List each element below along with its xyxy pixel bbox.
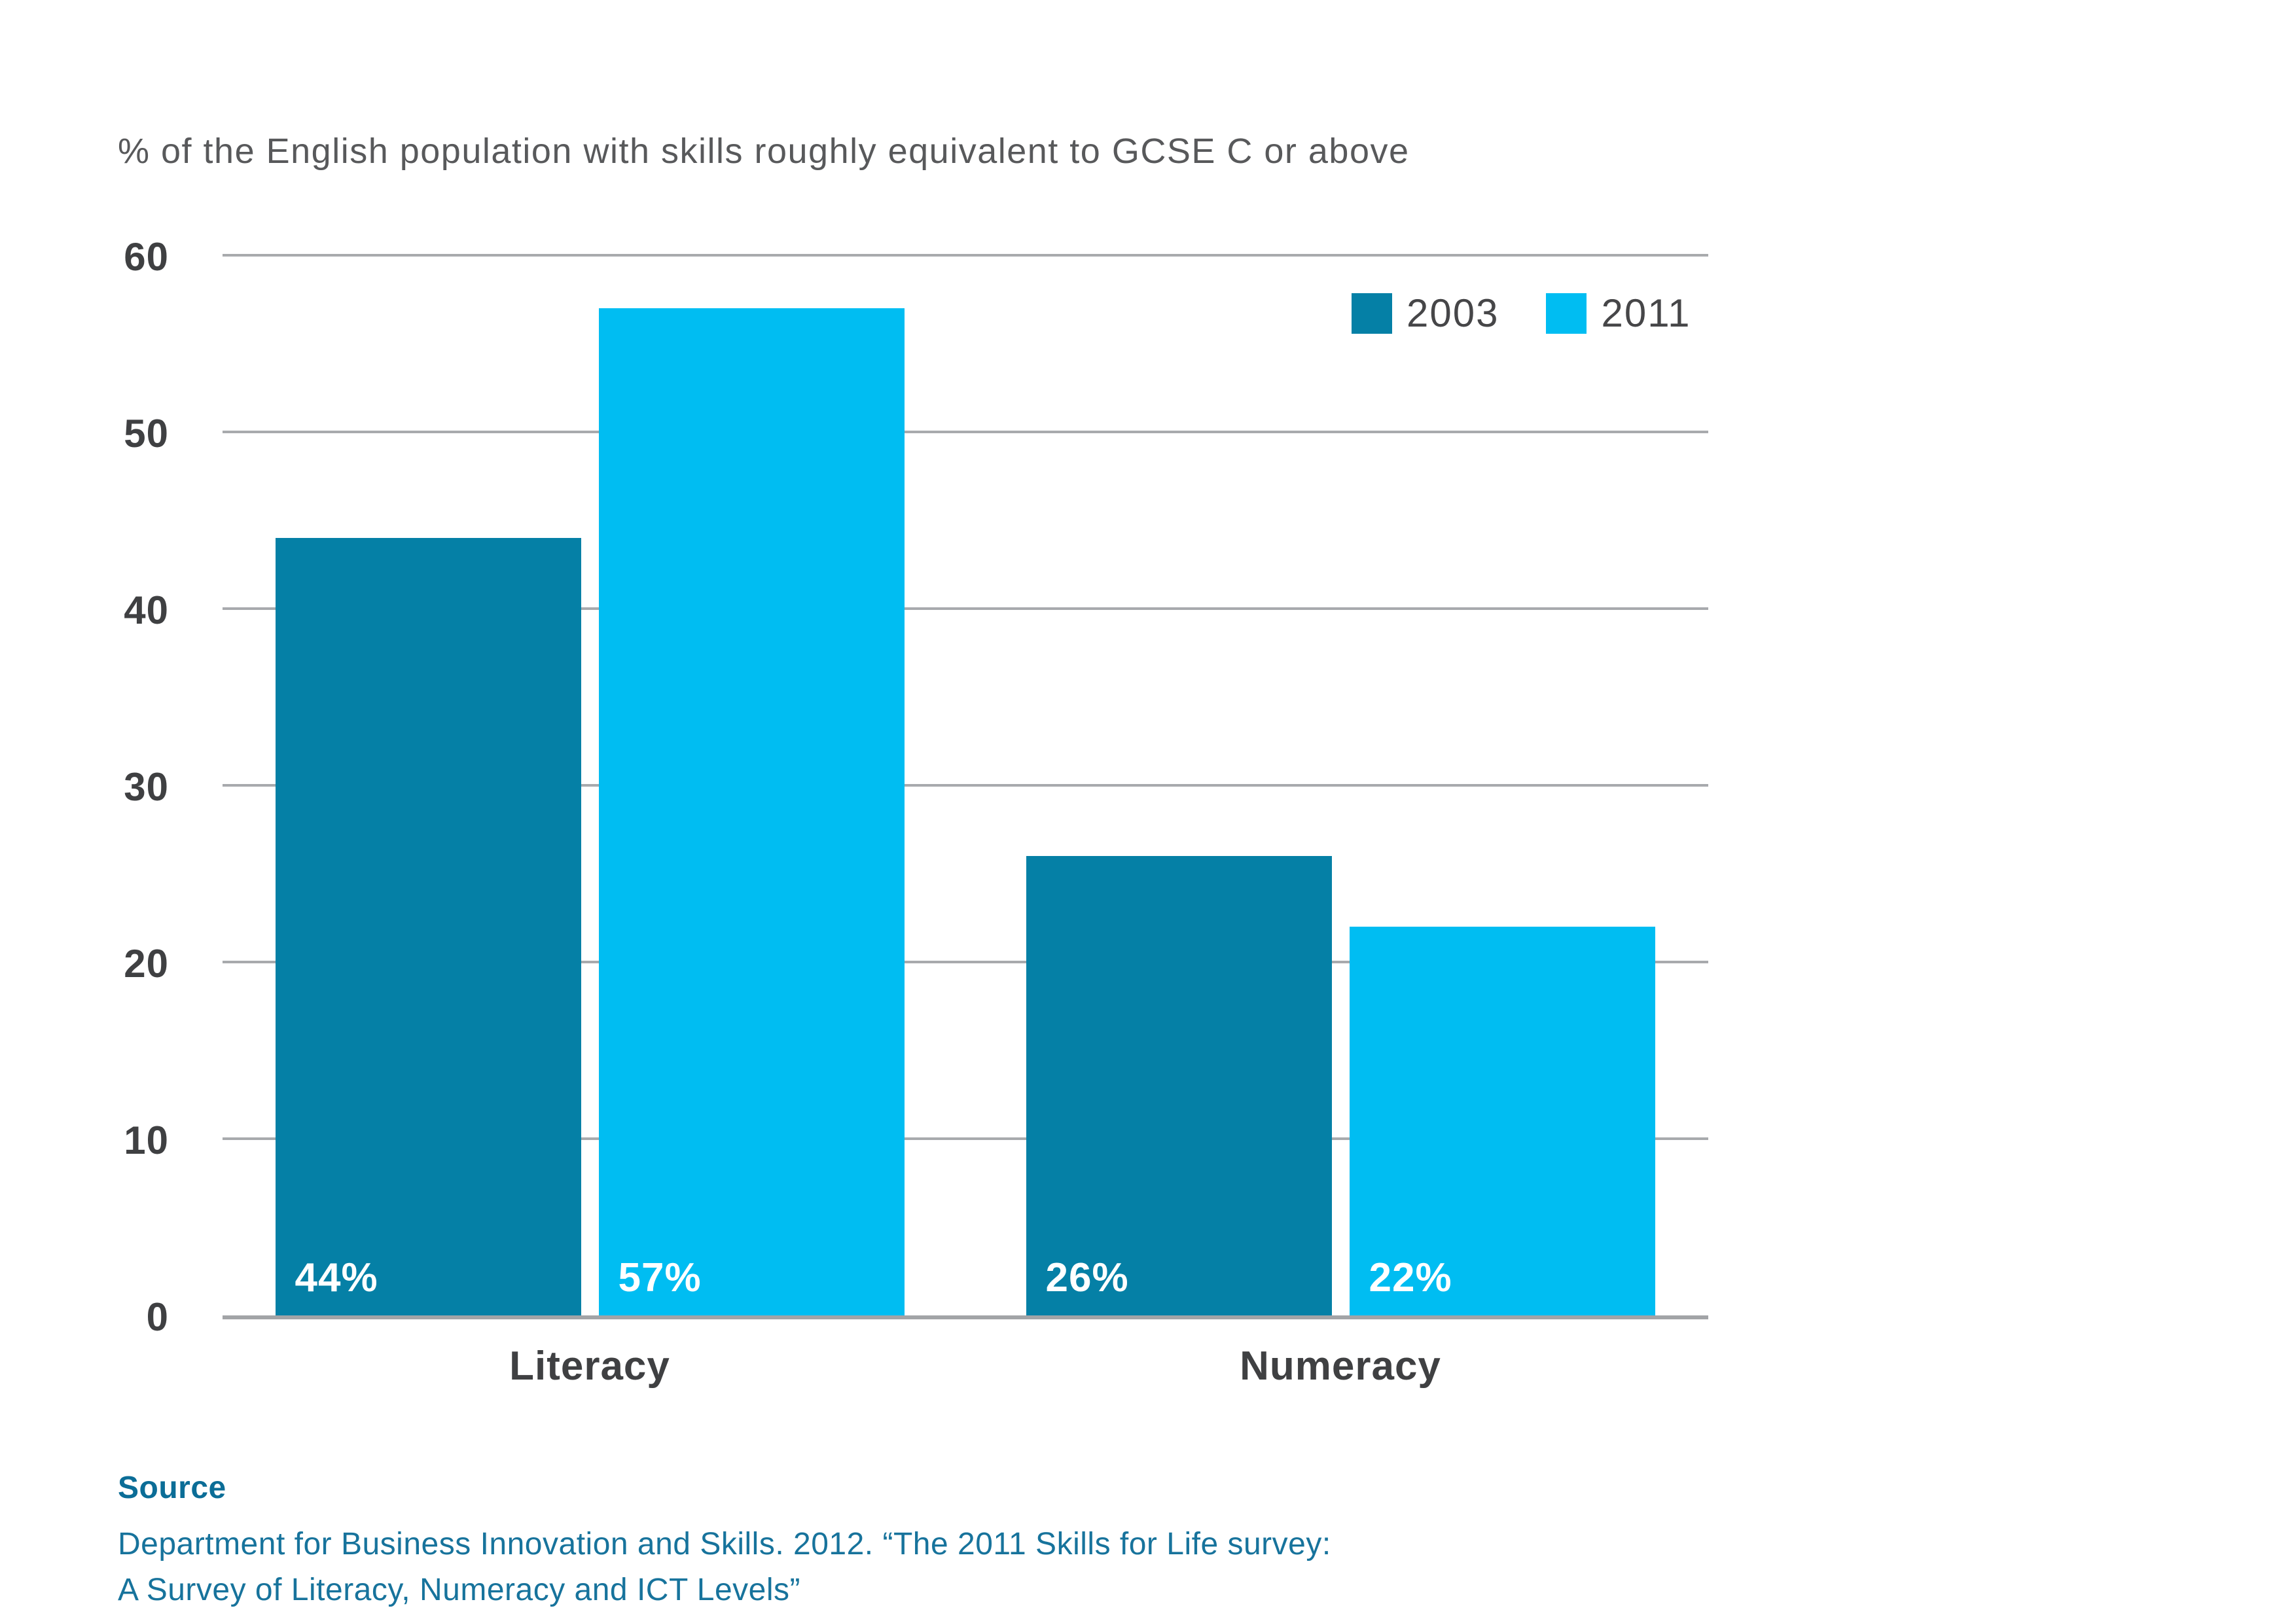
source-heading: Source: [118, 1471, 226, 1505]
source-line-1: Department for Business Innovation and S…: [118, 1527, 1331, 1561]
bar-value-numeracy-2003: 26%: [1045, 1255, 1129, 1300]
legend-swatch-2003: [1352, 293, 1392, 334]
bar-numeracy-2011: 22%: [1349, 927, 1655, 1315]
y-tick-label-10: 10: [124, 1118, 169, 1162]
bar-literacy-2011: 57%: [598, 308, 905, 1315]
chart-title: % of the English population with skills …: [118, 132, 1410, 171]
gridline-40: [223, 607, 1708, 610]
legend-item-2003: 2003: [1352, 291, 1499, 336]
legend-label-2003: 2003: [1407, 291, 1499, 335]
y-tick-label-30: 30: [124, 765, 169, 809]
bar-value-literacy-2003: 44%: [295, 1255, 378, 1300]
bar-value-numeracy-2011: 22%: [1369, 1255, 1452, 1300]
gridline-30: [223, 784, 1708, 787]
gridline-20: [223, 961, 1708, 963]
y-tick-label-50: 50: [124, 412, 169, 455]
y-tick-label-60: 60: [124, 235, 169, 279]
chart-legend: 2003 2011: [1352, 291, 1691, 336]
y-tick-label-20: 20: [124, 942, 169, 986]
y-tick-label-0: 0: [146, 1295, 169, 1339]
x-axis-line: [223, 1315, 1708, 1319]
source-block: Source Department for Business Innovatio…: [118, 1470, 1331, 1613]
gridline-60: [223, 254, 1708, 257]
bar-numeracy-2003: 26%: [1026, 856, 1332, 1315]
legend-item-2011: 2011: [1546, 291, 1691, 336]
y-tick-label-40: 40: [124, 588, 169, 632]
category-label-literacy: Literacy: [509, 1344, 670, 1389]
bar-value-literacy-2011: 57%: [618, 1255, 702, 1300]
gridline-10: [223, 1137, 1708, 1140]
gridline-50: [223, 431, 1708, 433]
source-line-2: A Survey of Literacy, Numeracy and ICT L…: [118, 1573, 800, 1607]
bar-literacy-2003: 44%: [275, 538, 581, 1315]
legend-swatch-2011: [1546, 293, 1587, 334]
category-label-numeracy: Numeracy: [1240, 1344, 1441, 1389]
legend-label-2011: 2011: [1601, 291, 1691, 335]
